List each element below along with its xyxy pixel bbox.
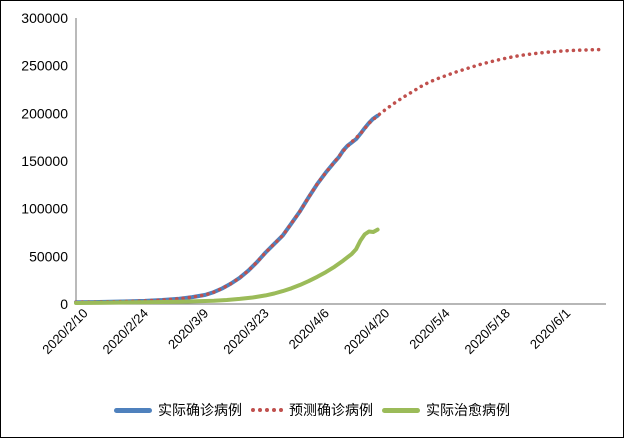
x-axis-tick-label: 2020/6/1 (527, 306, 573, 352)
y-axis-tick-label: 300000 (21, 10, 68, 26)
series-line-actual-cured (74, 227, 380, 305)
x-axis-tick-label: 2020/3/9 (165, 306, 211, 352)
x-axis-tick-label: 2020/2/24 (100, 306, 152, 358)
y-axis-tick-label: 50000 (29, 248, 68, 264)
y-axis-tick-label: 100000 (21, 201, 68, 217)
x-axis-tick-label: 2020/2/10 (39, 306, 91, 358)
x-axis-tick-label: 2020/3/23 (220, 306, 272, 358)
y-axis-tick-label: 200000 (21, 105, 68, 121)
series-line-predicted-confirmed (74, 47, 604, 304)
x-axis-tick-label: 2020/5/4 (406, 306, 452, 352)
y-axis-tick-label: 250000 (21, 58, 68, 74)
actual-cured-line-swatch (382, 407, 420, 413)
y-axis-tick-label: 150000 (21, 153, 68, 169)
chart-legend: 实际确诊病例 预测确诊病例 实际治愈病例 (1, 399, 623, 421)
legend-label: 实际确诊病例 (158, 402, 242, 418)
x-axis-tick-label: 2020/4/20 (341, 306, 393, 358)
series-line-actual-confirmed (74, 113, 380, 305)
predicted-confirmed-dotted-swatch (251, 408, 283, 412)
legend-item-predicted-confirmed: 预测确诊病例 (251, 400, 373, 420)
x-axis-tick-label: 2020/5/18 (462, 306, 514, 358)
legend-label: 实际治愈病例 (426, 402, 510, 418)
y-axis-tick-label: 0 (60, 296, 68, 312)
x-axis-tick-label: 2020/4/6 (286, 306, 332, 352)
legend-label: 预测确诊病例 (289, 402, 373, 418)
actual-confirmed-line-swatch (114, 407, 152, 413)
legend-item-actual-cured: 实际治愈病例 (382, 400, 510, 420)
legend-item-actual-confirmed: 实际确诊病例 (114, 400, 242, 420)
